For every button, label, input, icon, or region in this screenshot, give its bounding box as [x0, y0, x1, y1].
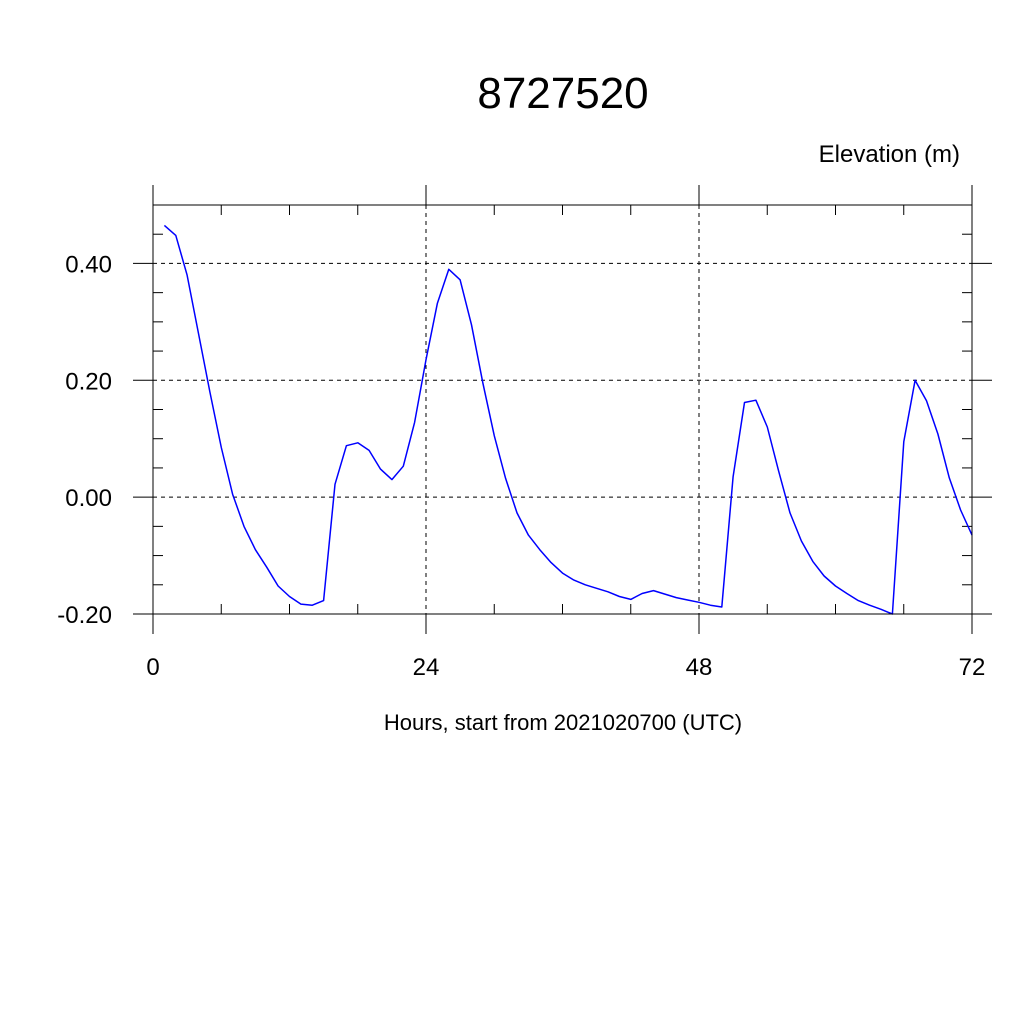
x-tick-label: 24 [413, 654, 440, 681]
y-tick-label: -0.20 [57, 602, 112, 629]
y-tick-label: 0.00 [65, 485, 112, 512]
series-line [163, 224, 973, 615]
y-axis-label: Elevation (m) [819, 141, 960, 168]
plot-border [152, 204, 973, 615]
y-tick-label: 0.40 [65, 251, 112, 278]
x-tick-label: 48 [686, 654, 713, 681]
plot-frame [152, 204, 973, 615]
tick-labels: 0 24 48 72 -0.20 0.00 0.20 0.40 [57, 251, 985, 681]
y-tick-label: 0.20 [65, 368, 112, 395]
axis-ticks [133, 185, 992, 634]
x-axis-label: Hours, start from 2021020700 (UTC) [384, 710, 742, 735]
series-layer [163, 224, 973, 615]
chart-title: 8727520 [477, 69, 648, 118]
x-tick-label: 72 [959, 654, 986, 681]
x-tick-label: 0 [146, 654, 159, 681]
